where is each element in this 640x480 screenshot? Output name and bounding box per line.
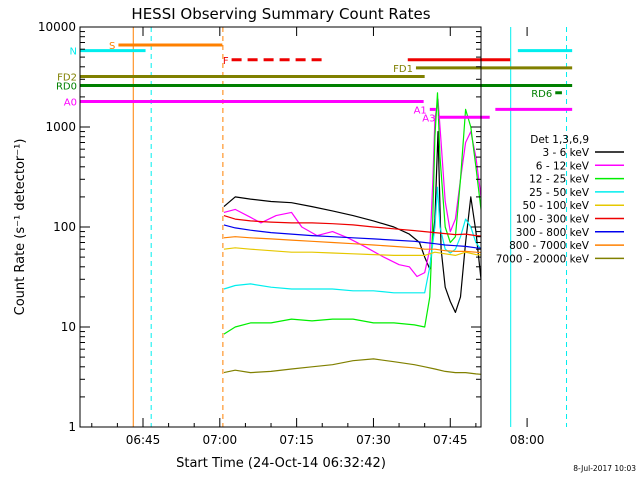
y-tick-label: 1 bbox=[68, 420, 76, 434]
series-line-3-6-kev bbox=[223, 131, 481, 313]
x-tick-label: 07:30 bbox=[356, 433, 391, 447]
y-tick-label: 100 bbox=[53, 220, 76, 234]
flag-label-n: N bbox=[70, 47, 77, 58]
flag-label-a0: A0 bbox=[64, 97, 77, 108]
x-tick-label: 06:45 bbox=[126, 433, 161, 447]
flag-label-fd2: FD2 bbox=[57, 72, 77, 83]
legend-label-7000-20000-kev: 7000 - 20000 keV bbox=[496, 253, 590, 265]
x-axis-label: Start Time (24-Oct-14 06:32:42) bbox=[176, 456, 386, 471]
legend-title: Det 1,3,6,9 bbox=[530, 134, 589, 146]
legend-label-6-12-kev: 6 - 12 keV bbox=[536, 160, 590, 172]
series-line-6-12-kev bbox=[223, 98, 481, 278]
series-line-300-800-kev bbox=[223, 224, 481, 249]
series-line-12-25-kev bbox=[223, 92, 481, 335]
y-tick-label: 1000 bbox=[45, 120, 76, 134]
series-line-25-50-kev bbox=[223, 186, 481, 294]
y-tick-label: 10 bbox=[61, 320, 76, 334]
flag-label-a3: A3 bbox=[422, 113, 435, 124]
series-line-50-100-kev bbox=[223, 247, 481, 256]
legend-label-800-7000-kev: 800 - 7000 keV bbox=[509, 240, 590, 252]
flag-label-fd1: FD1 bbox=[393, 64, 413, 75]
series-line-100-300-kev bbox=[223, 215, 481, 237]
legend-label-12-25-kev: 12 - 25 keV bbox=[529, 174, 590, 186]
chart-title: HESSI Observing Summary Count Rates bbox=[131, 5, 430, 23]
x-tick-label: 07:00 bbox=[203, 433, 238, 447]
legend-label-100-300-kev: 100 - 300 keV bbox=[516, 214, 590, 226]
flag-label-a1: A1 bbox=[414, 105, 427, 116]
flag-label-f: F bbox=[223, 56, 229, 67]
series-line-800-7000-kev bbox=[223, 236, 481, 254]
flag-label-rd0: RD0 bbox=[56, 82, 77, 93]
flag-label-rd6: RD6 bbox=[531, 89, 552, 100]
series-line-7000-20000-kev bbox=[223, 358, 481, 375]
legend-label-25-50-kev: 25 - 50 keV bbox=[529, 187, 590, 199]
legend-label-300-800-kev: 300 - 800 keV bbox=[516, 227, 590, 239]
legend-label-50-100-kev: 50 - 100 keV bbox=[522, 200, 589, 212]
data-layer bbox=[223, 92, 481, 375]
x-tick-label: 07:45 bbox=[433, 433, 468, 447]
x-tick-label: 08:00 bbox=[510, 433, 545, 447]
legend-label-3-6-kev: 3 - 6 keV bbox=[542, 147, 589, 159]
flag-label-s: S bbox=[109, 41, 115, 52]
y-axis-label: Count Rate (s⁻¹ detector⁻¹) bbox=[13, 139, 28, 316]
x-tick-label: 07:15 bbox=[279, 433, 314, 447]
footer-timestamp: 8-Jul-2017 10:03 bbox=[573, 464, 636, 473]
axes-layer: 06:45 07:00 07:15 07:30 07:45 08:00 1 10 100 1000… bbox=[38, 20, 545, 447]
y-tick-label: 10000 bbox=[38, 20, 76, 34]
